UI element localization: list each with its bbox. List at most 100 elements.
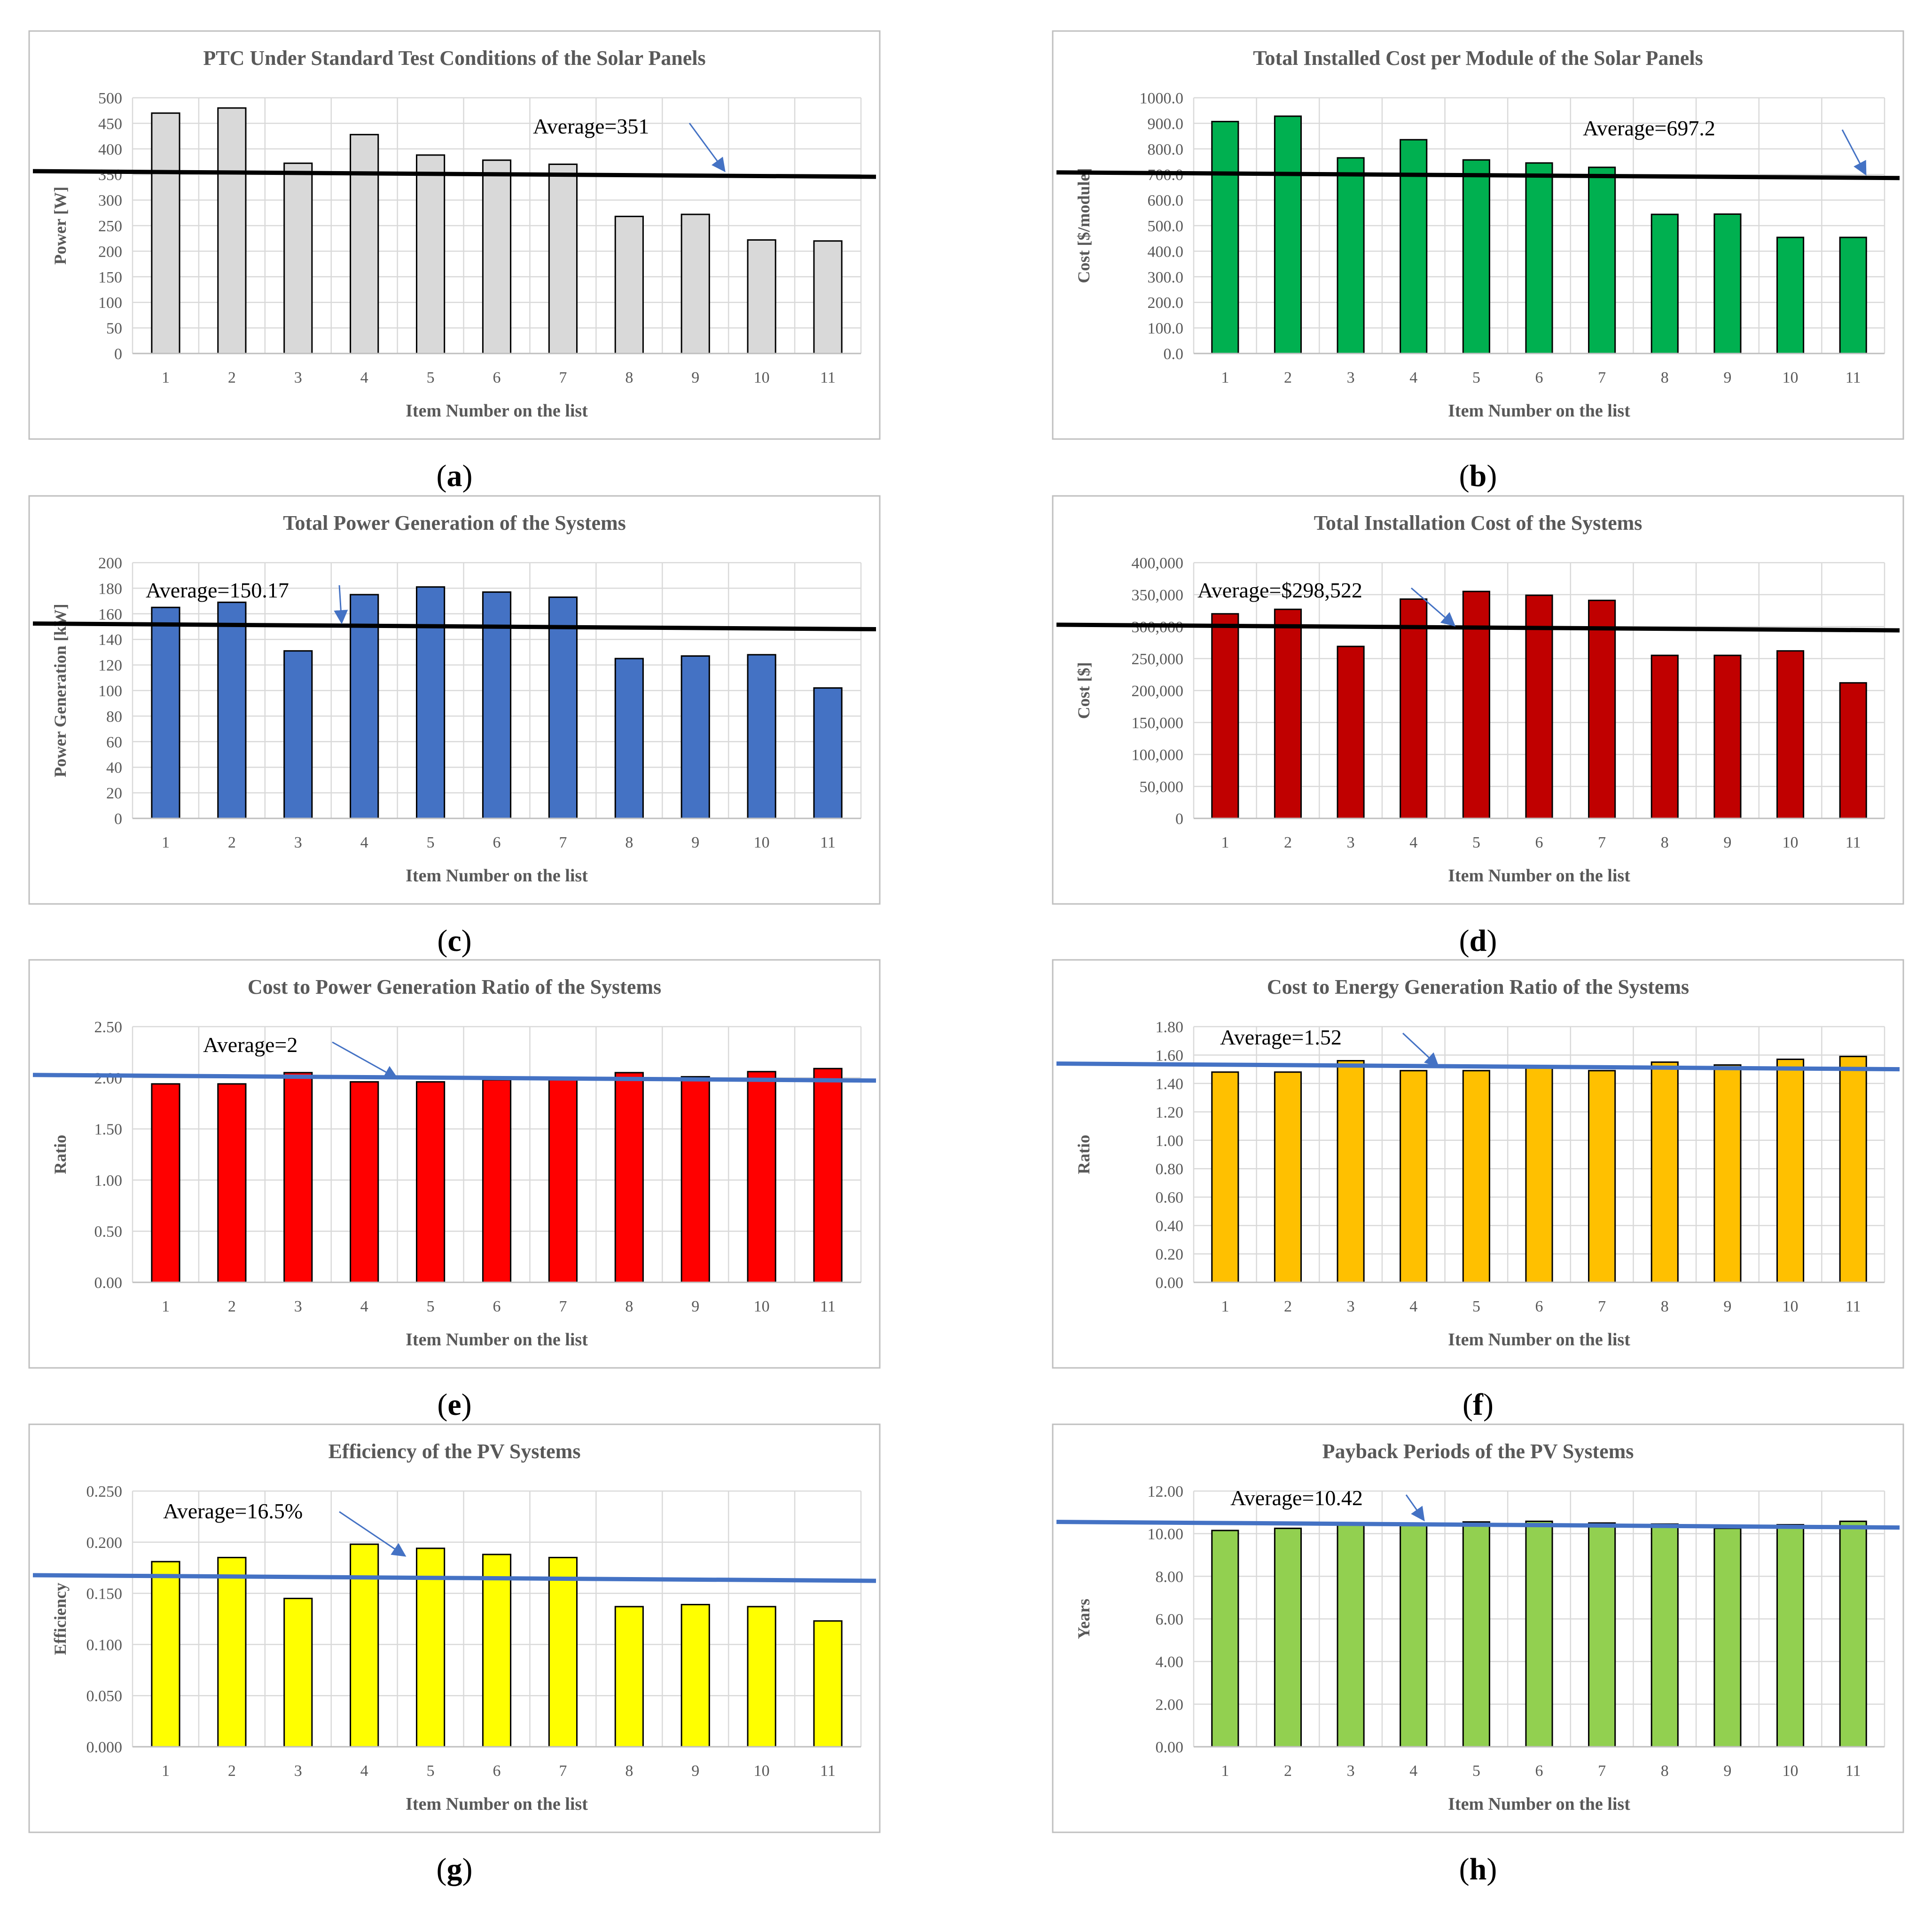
- chart-title: Total Installed Cost per Module of the S…: [1253, 47, 1703, 70]
- x-tick-label: 11: [1846, 834, 1861, 851]
- x-tick-label: 5: [1472, 1298, 1480, 1315]
- y-tick-label: 20: [106, 785, 122, 802]
- panel-label: (d): [1459, 924, 1497, 958]
- panel-label: (a): [437, 459, 473, 493]
- x-tick-label: 9: [691, 1762, 699, 1780]
- average-line: [32, 1073, 876, 1083]
- bar-item-8: [1650, 213, 1679, 354]
- y-tick-label: 6.00: [1156, 1611, 1184, 1628]
- y-tick-label: 50,000: [1140, 778, 1184, 796]
- bar-item-6: [1525, 594, 1553, 819]
- y-tick-label: 140: [98, 631, 122, 649]
- y-tick-label: 80: [106, 708, 122, 725]
- y-axis-label: Cost [$/module]: [1074, 168, 1093, 283]
- x-tick-label: 3: [1347, 1762, 1355, 1780]
- y-tick-label: 0.60: [1156, 1189, 1184, 1207]
- average-arrow: [1402, 1032, 1439, 1068]
- average-arrow: [688, 123, 726, 173]
- x-tick-label: 4: [1409, 369, 1417, 386]
- average-label: Average=$298,522: [1197, 578, 1362, 602]
- x-tick-label: 5: [427, 1762, 435, 1780]
- y-tick-label: 250,000: [1132, 651, 1184, 668]
- bar-item-3: [283, 650, 313, 819]
- y-tick-label: 300.0: [1148, 269, 1184, 286]
- y-tick-label: 0.250: [86, 1483, 123, 1500]
- x-tick-label: 11: [1846, 1298, 1861, 1315]
- chart-d: Total Installation Cost of the Systems 0 5…: [1052, 495, 1904, 958]
- x-tick-label: 7: [1598, 834, 1606, 851]
- x-tick-label: 3: [294, 1298, 302, 1315]
- x-tick-label: 10: [754, 1298, 770, 1315]
- x-tick-label: 11: [1846, 1762, 1861, 1780]
- x-tick-label: 9: [1723, 1762, 1731, 1780]
- x-tick-label: 8: [1661, 834, 1669, 851]
- bar-item-1: [1211, 1071, 1239, 1283]
- y-tick-label: 100,000: [1132, 746, 1184, 764]
- chart-g: Efficiency of the PV Systems 0.000 0.050 0.…: [28, 1423, 881, 1886]
- x-tick-label: 10: [754, 1762, 770, 1780]
- bar-item-1: [1211, 613, 1239, 819]
- y-tick-label: 100: [98, 683, 122, 700]
- bar-item-8: [614, 1606, 644, 1748]
- x-tick-label: 10: [754, 369, 770, 386]
- x-tick-label: 7: [1598, 369, 1606, 386]
- bar-item-8: [1650, 1523, 1679, 1748]
- bar-item-1: [151, 112, 180, 354]
- y-tick-label: 1.00: [1156, 1132, 1184, 1150]
- y-tick-label: 12.00: [1148, 1483, 1184, 1500]
- x-tick-label: 1: [162, 369, 170, 386]
- chart-e: Cost to Power Generation Ratio of the Sy…: [28, 959, 881, 1422]
- bar-item-8: [614, 658, 644, 819]
- bar-item-4: [350, 594, 379, 819]
- bar-item-3: [283, 1072, 313, 1283]
- bar-item-10: [1776, 1059, 1805, 1283]
- bar-item-5: [416, 1547, 446, 1748]
- y-tick-label: 0.200: [86, 1534, 123, 1552]
- bar-item-7: [548, 596, 578, 819]
- x-tick-label: 8: [625, 1298, 633, 1315]
- bar-item-8: [614, 215, 644, 354]
- y-axis-label: Years: [1074, 1599, 1093, 1639]
- x-tick-label: 3: [1347, 1298, 1355, 1315]
- x-tick-label: 4: [360, 1298, 368, 1315]
- x-tick-label: 9: [691, 369, 699, 386]
- y-axis-label: Power [W]: [51, 187, 70, 265]
- x-tick-label: 3: [294, 369, 302, 386]
- x-tick-label: 2: [1284, 1762, 1292, 1780]
- y-tick-label: 350,000: [1132, 587, 1184, 604]
- x-tick-label: 2: [1284, 369, 1292, 386]
- y-tick-label: 160: [98, 606, 122, 623]
- average-label: Average=10.42: [1230, 1486, 1363, 1510]
- bar-item-9: [1713, 213, 1742, 354]
- bar-item-9: [681, 1076, 710, 1283]
- y-axis-label: Efficiency: [51, 1583, 70, 1655]
- bar-item-10: [747, 1071, 776, 1283]
- x-tick-label: 8: [1661, 369, 1669, 386]
- y-tick-label: 0.50: [94, 1223, 123, 1241]
- x-tick-label: 6: [493, 834, 501, 851]
- bar-item-4: [350, 1081, 379, 1283]
- x-tick-label: 8: [1661, 1762, 1669, 1780]
- y-tick-label: 0: [114, 810, 122, 828]
- y-tick-label: 0.050: [86, 1688, 123, 1705]
- x-tick-label: 9: [691, 834, 699, 851]
- x-tick-label: 9: [1723, 369, 1731, 386]
- bar-item-4: [1400, 1070, 1428, 1283]
- y-tick-label: 10.00: [1148, 1526, 1184, 1543]
- bar-item-6: [1525, 162, 1553, 354]
- chart-title: Total Installation Cost of the Systems: [1314, 511, 1643, 534]
- average-label: Average=1.52: [1220, 1025, 1342, 1049]
- y-tick-label: 400.0: [1148, 243, 1184, 260]
- bar-item-9: [1713, 1527, 1742, 1748]
- x-axis-label: Item Number on the list: [406, 866, 588, 886]
- y-tick-label: 1.60: [1156, 1047, 1184, 1064]
- y-axis-label: Cost [$]: [1074, 662, 1093, 719]
- y-tick-label: 0: [114, 345, 122, 363]
- x-tick-label: 7: [559, 1298, 567, 1315]
- bar-item-6: [482, 1554, 512, 1748]
- y-tick-label: 50: [106, 320, 122, 338]
- y-tick-label: 0.0: [1164, 345, 1184, 363]
- y-tick-label: 2.50: [94, 1019, 123, 1036]
- bar-item-10: [747, 1606, 776, 1748]
- bar-item-6: [1525, 1067, 1553, 1283]
